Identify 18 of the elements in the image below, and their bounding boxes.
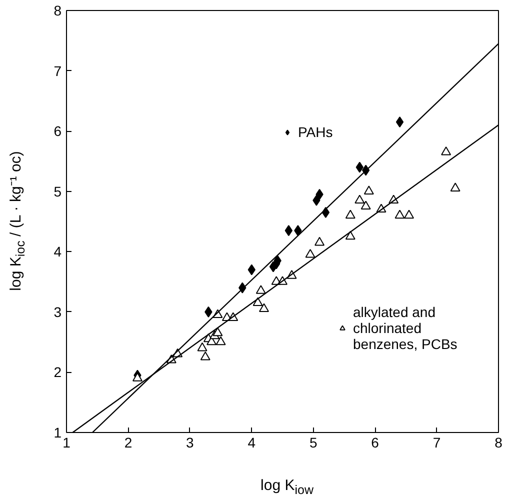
x-tick-label: 2 — [124, 434, 132, 450]
y-tick-label: 1 — [54, 424, 62, 440]
x-axis-title: log K$_{iow}$ — [260, 476, 314, 499]
y-tick-label: 3 — [54, 304, 62, 320]
legend-label: PAHs — [298, 124, 334, 140]
y-tick-label: 6 — [54, 123, 62, 140]
x-tick-label: 8 — [494, 434, 503, 450]
y-tick-label: 2 — [54, 364, 62, 380]
x-tick-label: 5 — [309, 434, 318, 450]
x-tick-label: 3 — [186, 434, 194, 450]
x-tick-label: 7 — [432, 434, 441, 450]
y-tick-label: 5 — [54, 183, 62, 200]
x-tick-label: 4 — [248, 434, 256, 450]
legend-label: alkylated and chlorinated benzenes, PCBs — [353, 304, 458, 352]
x-tick-label: 6 — [371, 434, 380, 450]
y-tick-label: 4 — [54, 244, 62, 260]
y-tick-label: 8 — [54, 2, 62, 18]
y-tick-label: 7 — [54, 62, 62, 79]
